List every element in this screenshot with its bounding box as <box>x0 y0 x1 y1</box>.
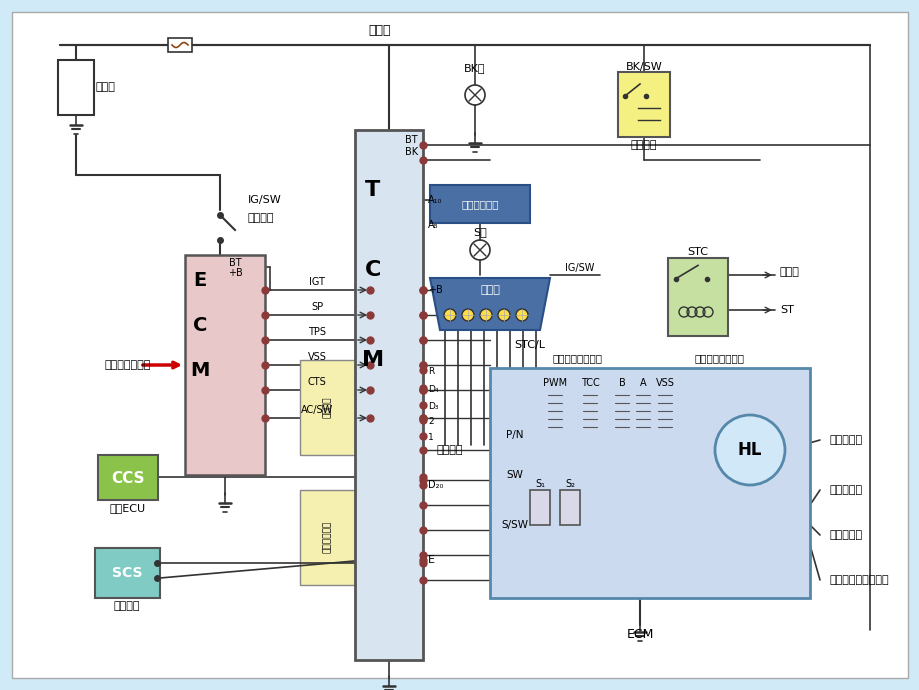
Text: A: A <box>639 378 646 388</box>
Text: D₃: D₃ <box>427 402 438 411</box>
Text: A₁₀: A₁₀ <box>427 195 442 205</box>
Text: S₂: S₂ <box>564 479 574 489</box>
Circle shape <box>480 309 492 321</box>
Text: +B: +B <box>427 285 442 295</box>
FancyBboxPatch shape <box>98 455 158 500</box>
Text: 挡位开关: 挡位开关 <box>437 445 463 455</box>
Text: VSS: VSS <box>655 378 674 388</box>
Text: BK灯: BK灯 <box>464 63 485 73</box>
Text: SCS: SCS <box>111 566 142 580</box>
FancyBboxPatch shape <box>95 548 160 598</box>
FancyBboxPatch shape <box>12 12 907 678</box>
Text: SP: SP <box>311 302 323 312</box>
Text: E: E <box>193 270 207 290</box>
Text: D₂₀: D₂₀ <box>427 480 443 490</box>
Text: 锁止油压调节电磁阀: 锁止油压调节电磁阀 <box>829 575 889 585</box>
Text: 换挡电磁阀: 换挡电磁阀 <box>829 485 862 495</box>
Text: BK: BK <box>404 147 417 157</box>
Text: 仪表板: 仪表板 <box>480 285 499 295</box>
FancyBboxPatch shape <box>529 490 550 525</box>
FancyBboxPatch shape <box>618 72 669 137</box>
Text: +B: +B <box>227 268 242 278</box>
Text: 巡航ECU: 巡航ECU <box>109 503 146 513</box>
Circle shape <box>461 309 473 321</box>
Text: A₈: A₈ <box>427 220 438 230</box>
Text: S/SW: S/SW <box>501 520 528 530</box>
Text: 输出轴转速传感器: 输出轴转速传感器 <box>694 353 744 363</box>
FancyBboxPatch shape <box>185 255 265 475</box>
Circle shape <box>444 309 456 321</box>
FancyBboxPatch shape <box>429 185 529 223</box>
Text: 各种传感器信号: 各种传感器信号 <box>105 360 152 370</box>
Text: SW: SW <box>506 470 523 480</box>
Text: ST: ST <box>779 305 793 315</box>
Text: C: C <box>365 260 380 280</box>
Text: C: C <box>193 315 207 335</box>
Text: 车速传感器: 车速传感器 <box>829 435 862 445</box>
Text: AC/SW: AC/SW <box>301 405 333 415</box>
Text: P/N: P/N <box>505 430 523 440</box>
Text: ECM: ECM <box>626 629 653 642</box>
Text: 2: 2 <box>427 417 433 426</box>
Text: S灯: S灯 <box>472 227 486 237</box>
Polygon shape <box>429 278 550 330</box>
FancyBboxPatch shape <box>58 60 94 115</box>
Text: 常火线: 常火线 <box>369 23 391 37</box>
FancyBboxPatch shape <box>560 490 579 525</box>
FancyBboxPatch shape <box>667 258 727 336</box>
FancyBboxPatch shape <box>490 368 809 598</box>
Text: IG/SW: IG/SW <box>248 195 281 205</box>
Text: 制动开关: 制动开关 <box>630 140 656 150</box>
Text: 锁止电磁阀: 锁止电磁阀 <box>829 530 862 540</box>
Text: STC: STC <box>686 247 708 257</box>
Text: BT: BT <box>404 135 417 145</box>
Text: 起动机: 起动机 <box>779 267 799 277</box>
Text: E: E <box>427 555 435 565</box>
Text: 输入轴转速传感器: 输入轴转速传感器 <box>552 353 602 363</box>
Text: 换挡锁止控制: 换挡锁止控制 <box>323 521 331 553</box>
Text: M: M <box>361 350 383 370</box>
Text: PWM: PWM <box>542 378 566 388</box>
Text: 挡位信号: 挡位信号 <box>323 396 331 417</box>
Text: STC/L: STC/L <box>514 340 545 350</box>
FancyBboxPatch shape <box>355 130 423 660</box>
Text: R: R <box>427 366 434 375</box>
Text: 减光自诊电路: 减光自诊电路 <box>460 199 498 209</box>
Text: VSS: VSS <box>307 352 326 362</box>
Text: M: M <box>190 360 210 380</box>
Circle shape <box>714 415 784 485</box>
Text: BK/SW: BK/SW <box>625 62 662 72</box>
Text: S₁: S₁ <box>535 479 544 489</box>
Text: TCC: TCC <box>580 378 598 388</box>
FancyBboxPatch shape <box>300 490 355 585</box>
Text: T: T <box>365 180 380 200</box>
Circle shape <box>497 309 509 321</box>
Text: D₄: D₄ <box>427 384 438 393</box>
Text: 1: 1 <box>427 433 433 442</box>
Text: 点火开关: 点火开关 <box>248 213 274 223</box>
FancyBboxPatch shape <box>300 360 355 455</box>
Text: BT: BT <box>229 258 241 268</box>
Text: IG/SW: IG/SW <box>564 263 594 273</box>
Text: 自诊接头: 自诊接头 <box>114 601 140 611</box>
Text: TPS: TPS <box>308 327 325 337</box>
Text: HL: HL <box>737 441 762 459</box>
Text: IGT: IGT <box>309 277 324 287</box>
Text: CTS: CTS <box>307 377 326 387</box>
Circle shape <box>516 309 528 321</box>
Text: B: B <box>618 378 625 388</box>
Text: CCS: CCS <box>111 471 144 486</box>
FancyBboxPatch shape <box>168 38 192 52</box>
Text: 蓄电池: 蓄电池 <box>96 82 116 92</box>
